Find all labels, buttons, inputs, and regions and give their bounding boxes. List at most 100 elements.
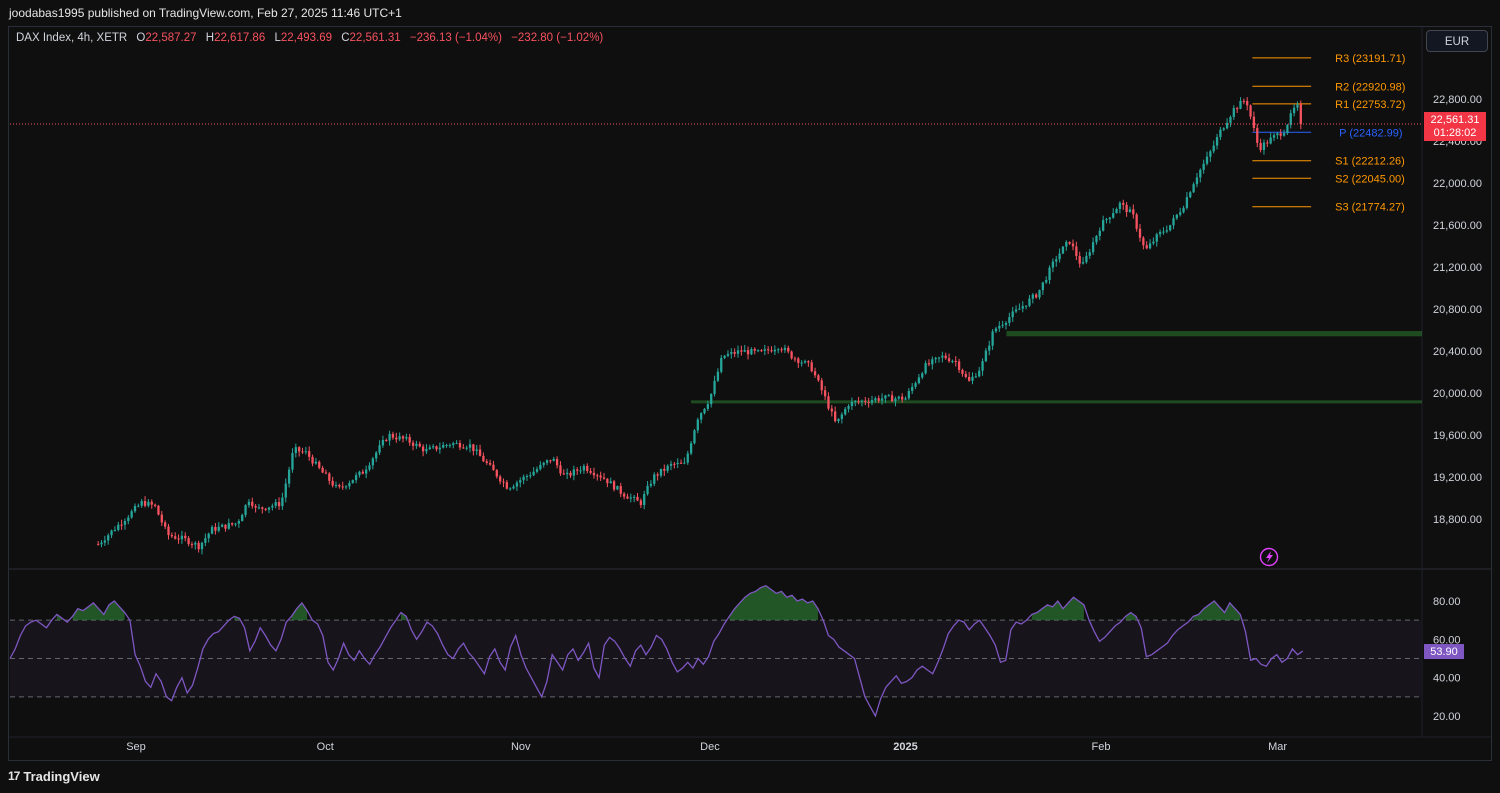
- symbol-label[interactable]: DAX Index, 4h, XETR: [16, 32, 128, 44]
- candle-body: [455, 442, 458, 444]
- pivot-levels: R3 (23191.71) R2 (22920.98) R1 (22753.72) P…: [1252, 53, 1405, 214]
- rsi-overbought-fill: [1031, 597, 1084, 621]
- candle-body: [157, 505, 160, 515]
- candle-body: [820, 380, 823, 391]
- candle-body: [746, 350, 750, 355]
- candle-body: [559, 465, 562, 474]
- footer-brand[interactable]: 17 TradingView: [8, 765, 100, 787]
- candle-body: [693, 430, 696, 444]
- candle-body: [834, 411, 837, 422]
- candle-body: [984, 350, 988, 362]
- candle-body: [552, 458, 555, 461]
- low-value: 22,493.69: [280, 32, 333, 44]
- candle-body: [1299, 104, 1302, 125]
- candle-body: [160, 514, 163, 523]
- candle-body: [686, 453, 689, 463]
- candle-body: [405, 437, 408, 439]
- candle-body: [807, 361, 810, 363]
- candle-body: [147, 501, 150, 506]
- candle-body: [569, 472, 572, 476]
- candle-body: [870, 400, 874, 403]
- candle-body: [572, 469, 576, 476]
- currency-button[interactable]: EUR: [1426, 30, 1488, 52]
- price-tag: 22,561.31 01:28:02: [1424, 112, 1486, 141]
- candle-body: [298, 447, 301, 452]
- change-value-2: −232.80 (−1.02%): [511, 32, 604, 44]
- candle-body: [763, 349, 766, 351]
- candle-body: [596, 475, 599, 477]
- candle-body: [880, 398, 884, 401]
- candle-body: [1286, 124, 1289, 134]
- candle-body: [890, 395, 894, 402]
- chart-frame[interactable]: [8, 26, 1492, 761]
- candle-body: [411, 442, 415, 446]
- candle-body: [901, 396, 904, 400]
- candle-body: [710, 394, 713, 405]
- candle-body: [1008, 317, 1011, 323]
- candle-body: [616, 486, 619, 490]
- candle-body: [639, 500, 643, 505]
- pivot-label-r2: R2 (22920.98): [1335, 81, 1405, 93]
- candle-body: [653, 474, 656, 484]
- candle-body: [462, 447, 465, 449]
- candle-body: [428, 447, 431, 450]
- candle-body: [284, 483, 287, 498]
- candle-body: [488, 462, 492, 465]
- candle-body: [622, 493, 626, 497]
- candle-body: [220, 524, 224, 527]
- footer-brand-label: TradingView: [23, 768, 100, 784]
- pivot-label-s2: S2 (22045.00): [1335, 173, 1405, 185]
- lightning-icon[interactable]: [1259, 547, 1279, 567]
- candle-body: [499, 476, 502, 482]
- candle-body: [1209, 151, 1212, 157]
- candle-body: [934, 357, 937, 360]
- candle-body: [602, 477, 606, 479]
- candle-body: [921, 373, 924, 378]
- candle-body: [287, 469, 291, 484]
- candle-body: [1031, 294, 1034, 299]
- candle-body: [1142, 237, 1145, 246]
- candle-body: [787, 347, 790, 352]
- candle-body: [180, 535, 184, 540]
- candle-body: [884, 395, 887, 399]
- candle-body: [485, 461, 488, 463]
- low-key: L: [274, 32, 281, 44]
- candle-body: [1202, 163, 1205, 170]
- candle-body: [555, 458, 559, 466]
- candle-body: [813, 371, 817, 376]
- candle-body: [589, 470, 592, 473]
- candle-body: [1075, 246, 1078, 257]
- candle-body: [1045, 280, 1048, 283]
- candle-body: [153, 504, 157, 506]
- candle-body: [562, 473, 565, 475]
- candle-body: [669, 463, 673, 466]
- candle-body: [941, 355, 944, 358]
- candle-body: [629, 497, 632, 499]
- candle-body: [994, 328, 998, 332]
- candle-body: [545, 460, 549, 463]
- candle-body: [904, 398, 907, 400]
- candle-body: [140, 501, 143, 506]
- candle-body: [767, 349, 770, 351]
- candle-body: [827, 396, 830, 409]
- candle-body: [974, 376, 978, 378]
- candle-body: [398, 436, 401, 440]
- candle-body: [281, 497, 284, 507]
- rsi-pane[interactable]: 20.00 40.00 60.00 80.00: [9, 584, 1461, 723]
- candle-body: [964, 373, 967, 377]
- candle-body: [756, 350, 760, 352]
- candle-body: [107, 535, 110, 541]
- candle-body: [234, 523, 237, 525]
- candle-body: [448, 445, 452, 447]
- candle-body: [1162, 231, 1165, 233]
- candle-body: [566, 472, 569, 475]
- candle-body: [700, 413, 703, 420]
- candle-body: [783, 347, 787, 350]
- candle-body: [1296, 104, 1299, 108]
- price-axis[interactable]: 18,800.00 19,200.00 19,600.00 20,000.00 20,4…: [1433, 94, 1482, 526]
- time-axis[interactable]: Sep Oct Nov Dec 2025 Feb Mar: [126, 741, 1287, 753]
- rsi-tag-value: 53.90: [1430, 646, 1458, 658]
- candle-body: [1262, 142, 1266, 150]
- candle-body: [1215, 137, 1219, 146]
